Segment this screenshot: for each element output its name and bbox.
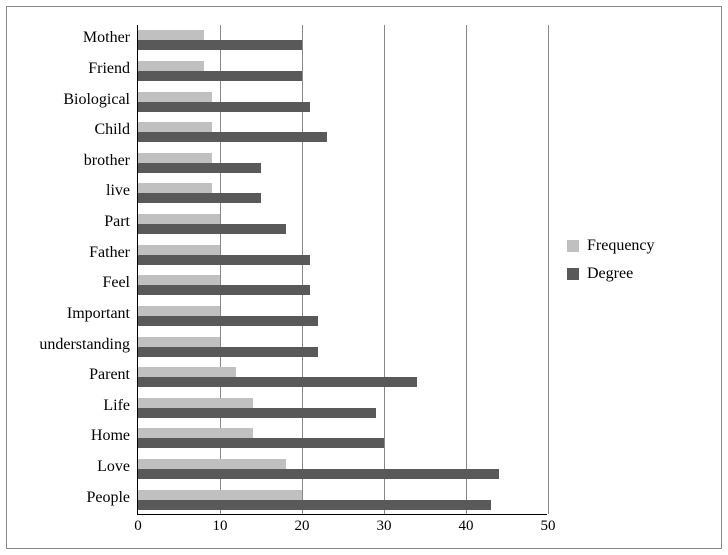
bar-degree [138, 438, 384, 448]
bar-frequency [138, 306, 220, 316]
category-row: Biological [138, 92, 547, 112]
legend-swatch-frequency [567, 240, 579, 252]
bar-frequency [138, 275, 220, 285]
bar-frequency [138, 245, 220, 255]
category-row: People [138, 490, 547, 510]
chart-frame: 01020304050MotherFriendBiologicalChildbr… [6, 6, 722, 549]
category-label: Life [103, 397, 138, 415]
category-label: Home [91, 427, 138, 445]
legend-item-degree: Degree [567, 265, 655, 283]
category-row: Life [138, 398, 547, 418]
category-label: Part [104, 213, 138, 231]
legend-swatch-degree [567, 268, 579, 280]
category-row: understanding [138, 337, 547, 357]
bar-frequency [138, 428, 253, 438]
bar-frequency [138, 30, 204, 40]
bar-frequency [138, 214, 220, 224]
x-tick-label: 0 [134, 518, 142, 535]
category-row: Feel [138, 275, 547, 295]
bar-frequency [138, 153, 212, 163]
category-row: live [138, 183, 547, 203]
category-label: understanding [39, 336, 138, 354]
category-label: brother [84, 152, 138, 170]
x-tick-label: 50 [541, 518, 556, 535]
category-label: Father [89, 244, 138, 262]
category-row: Important [138, 306, 547, 326]
legend-label-frequency: Frequency [587, 237, 655, 255]
category-label: Parent [89, 366, 138, 384]
bar-frequency [138, 183, 212, 193]
category-label: Love [97, 458, 138, 476]
plot-area: 01020304050MotherFriendBiologicalChildbr… [137, 25, 547, 515]
legend-item-frequency: Frequency [567, 237, 655, 255]
bar-degree [138, 193, 261, 203]
x-tick-label: 30 [377, 518, 392, 535]
category-row: Part [138, 214, 547, 234]
category-label: live [106, 182, 138, 200]
bar-degree [138, 40, 302, 50]
x-tick-label: 20 [295, 518, 310, 535]
bar-degree [138, 316, 318, 326]
category-row: Father [138, 245, 547, 265]
gridline [548, 25, 549, 514]
bar-frequency [138, 61, 204, 71]
x-tick-label: 10 [213, 518, 228, 535]
bar-frequency [138, 398, 253, 408]
bar-degree [138, 132, 327, 142]
category-row: Love [138, 459, 547, 479]
category-label: People [86, 489, 138, 507]
legend-label-degree: Degree [587, 265, 633, 283]
bar-degree [138, 347, 318, 357]
bar-degree [138, 163, 261, 173]
bar-frequency [138, 122, 212, 132]
bar-degree [138, 377, 417, 387]
bar-frequency [138, 367, 236, 377]
bar-degree [138, 500, 491, 510]
x-tick-label: 40 [459, 518, 474, 535]
category-label: Mother [83, 29, 138, 47]
category-label: Feel [102, 274, 138, 292]
bar-degree [138, 285, 310, 295]
bar-degree [138, 71, 302, 81]
category-row: Friend [138, 61, 547, 81]
category-label: Child [94, 121, 138, 139]
bar-degree [138, 224, 286, 234]
bar-degree [138, 255, 310, 265]
legend: Frequency Degree [567, 237, 655, 293]
category-row: Parent [138, 367, 547, 387]
bar-frequency [138, 92, 212, 102]
category-label: Biological [63, 91, 138, 109]
category-row: Child [138, 122, 547, 142]
bar-degree [138, 102, 310, 112]
bar-degree [138, 469, 499, 479]
bar-frequency [138, 459, 286, 469]
category-label: Important [67, 305, 138, 323]
bar-frequency [138, 337, 220, 347]
category-row: brother [138, 153, 547, 173]
category-label: Friend [88, 60, 138, 78]
category-row: Home [138, 428, 547, 448]
category-row: Mother [138, 30, 547, 50]
bar-degree [138, 408, 376, 418]
bar-frequency [138, 490, 302, 500]
